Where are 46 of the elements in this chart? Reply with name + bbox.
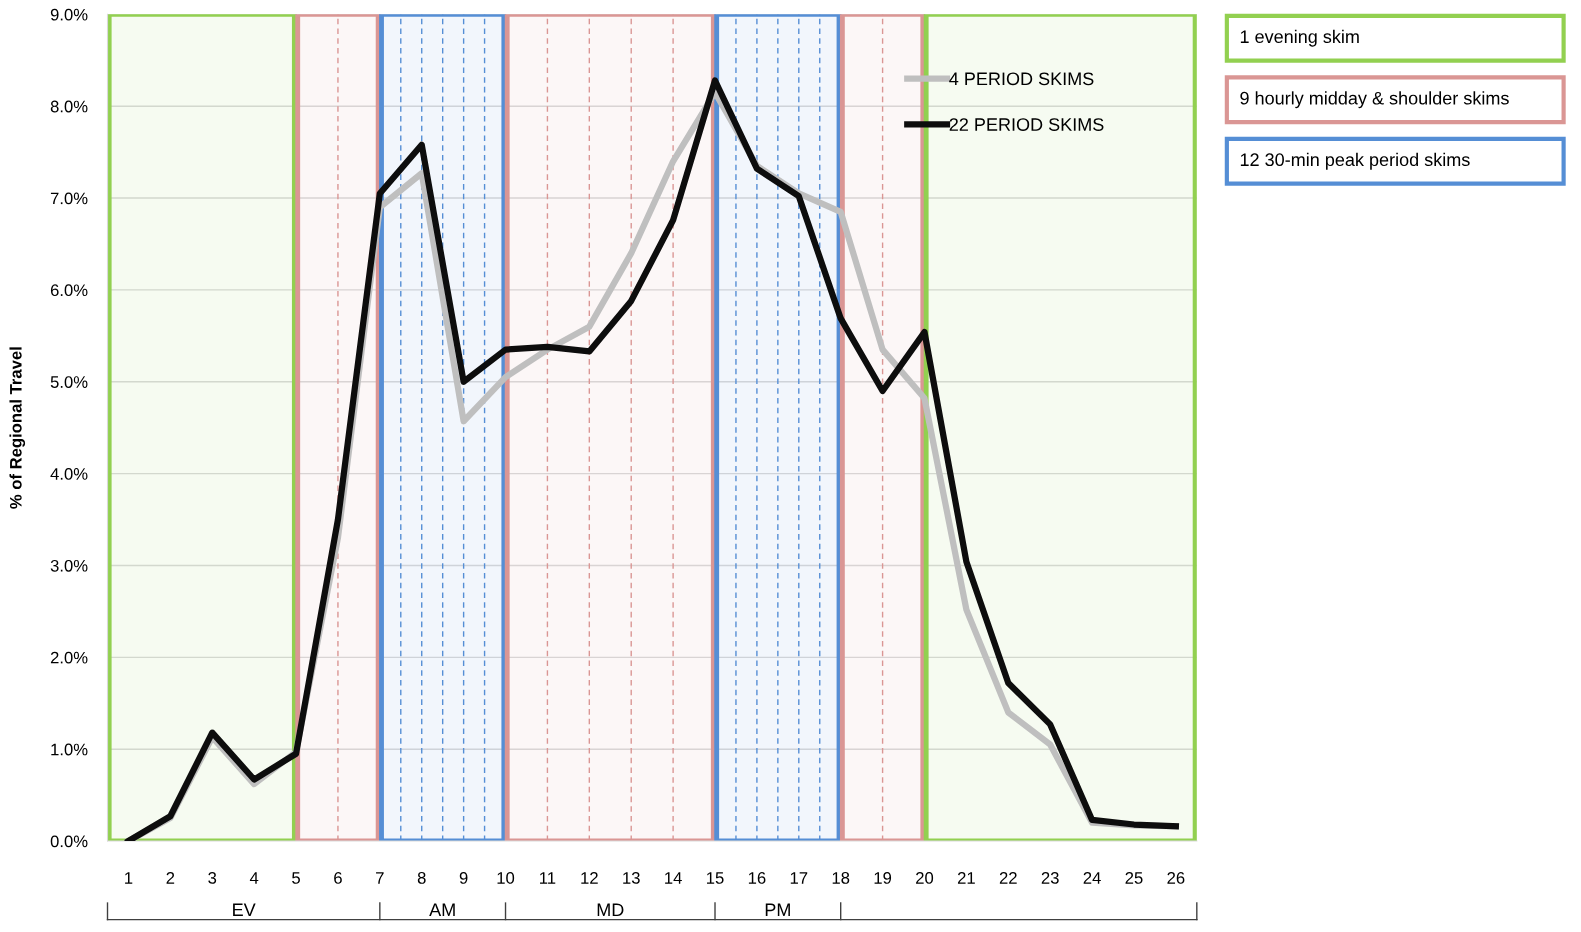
y-tick-label: 5.0%: [50, 376, 88, 388]
x-tick-label: 17: [790, 872, 808, 884]
x-tick-label: 12: [581, 872, 598, 884]
x-tick-label: 4: [249, 872, 259, 884]
x-tick-label: 6: [334, 872, 342, 884]
y-tick-label: 6.0%: [50, 284, 88, 297]
x-tick-label: 23: [1041, 872, 1059, 884]
x-tick-label: 21: [957, 872, 975, 884]
x-tick-label: 2: [166, 872, 175, 884]
x-tick-label: 5: [292, 872, 300, 884]
y-tick-label: 8.0%: [50, 100, 88, 113]
y-tick-label: 9.0%: [50, 8, 88, 21]
text: 12 30-min peak period skims: [1240, 152, 1470, 170]
x-tick-label: 26: [1167, 872, 1185, 884]
y-axis-title: % of Regional Travel: [9, 347, 26, 509]
x-tick-label: 24: [1083, 872, 1101, 884]
y-tick-label: 4.0%: [50, 468, 88, 480]
x-tick-label: 10: [497, 872, 515, 884]
y-tick-label: 2.0%: [50, 651, 88, 664]
text: PM: [765, 903, 790, 916]
text: EV: [233, 903, 256, 916]
x-tick-label: 22: [999, 872, 1017, 884]
x-tick-label: 18: [832, 872, 850, 884]
text: 9 hourly midday & shoulder skims: [1240, 91, 1509, 109]
legend-label: 4 PERIOD SKIMS: [949, 72, 1094, 86]
x-tick-label: 15: [707, 872, 724, 884]
x-tick-label: 13: [623, 872, 640, 884]
x-tick-label: 16: [748, 872, 766, 884]
text: MD: [597, 903, 624, 916]
y-tick-label: 0.0%: [50, 835, 88, 848]
legend-label: 22 PERIOD SKIMS: [949, 118, 1104, 131]
x-tick-label: 9: [459, 872, 468, 884]
x-tick-label: 25: [1125, 872, 1143, 884]
x-tick-label: 8: [417, 872, 426, 884]
x-tick-label: 19: [874, 872, 892, 884]
y-tick-label: 3.0%: [50, 559, 88, 572]
x-tick-label: 3: [208, 872, 217, 884]
text: AM: [429, 903, 455, 916]
x-tick-label: 20: [916, 872, 934, 884]
y-tick-label: 7.0%: [50, 192, 88, 205]
x-tick-label: 11: [540, 872, 556, 884]
text: 1 evening skim: [1240, 29, 1359, 47]
x-tick-label: 7: [376, 872, 384, 884]
y-tick-label: 1.0%: [51, 743, 88, 756]
x-tick-label: 1: [125, 872, 133, 884]
x-tick-label: 14: [665, 872, 682, 884]
